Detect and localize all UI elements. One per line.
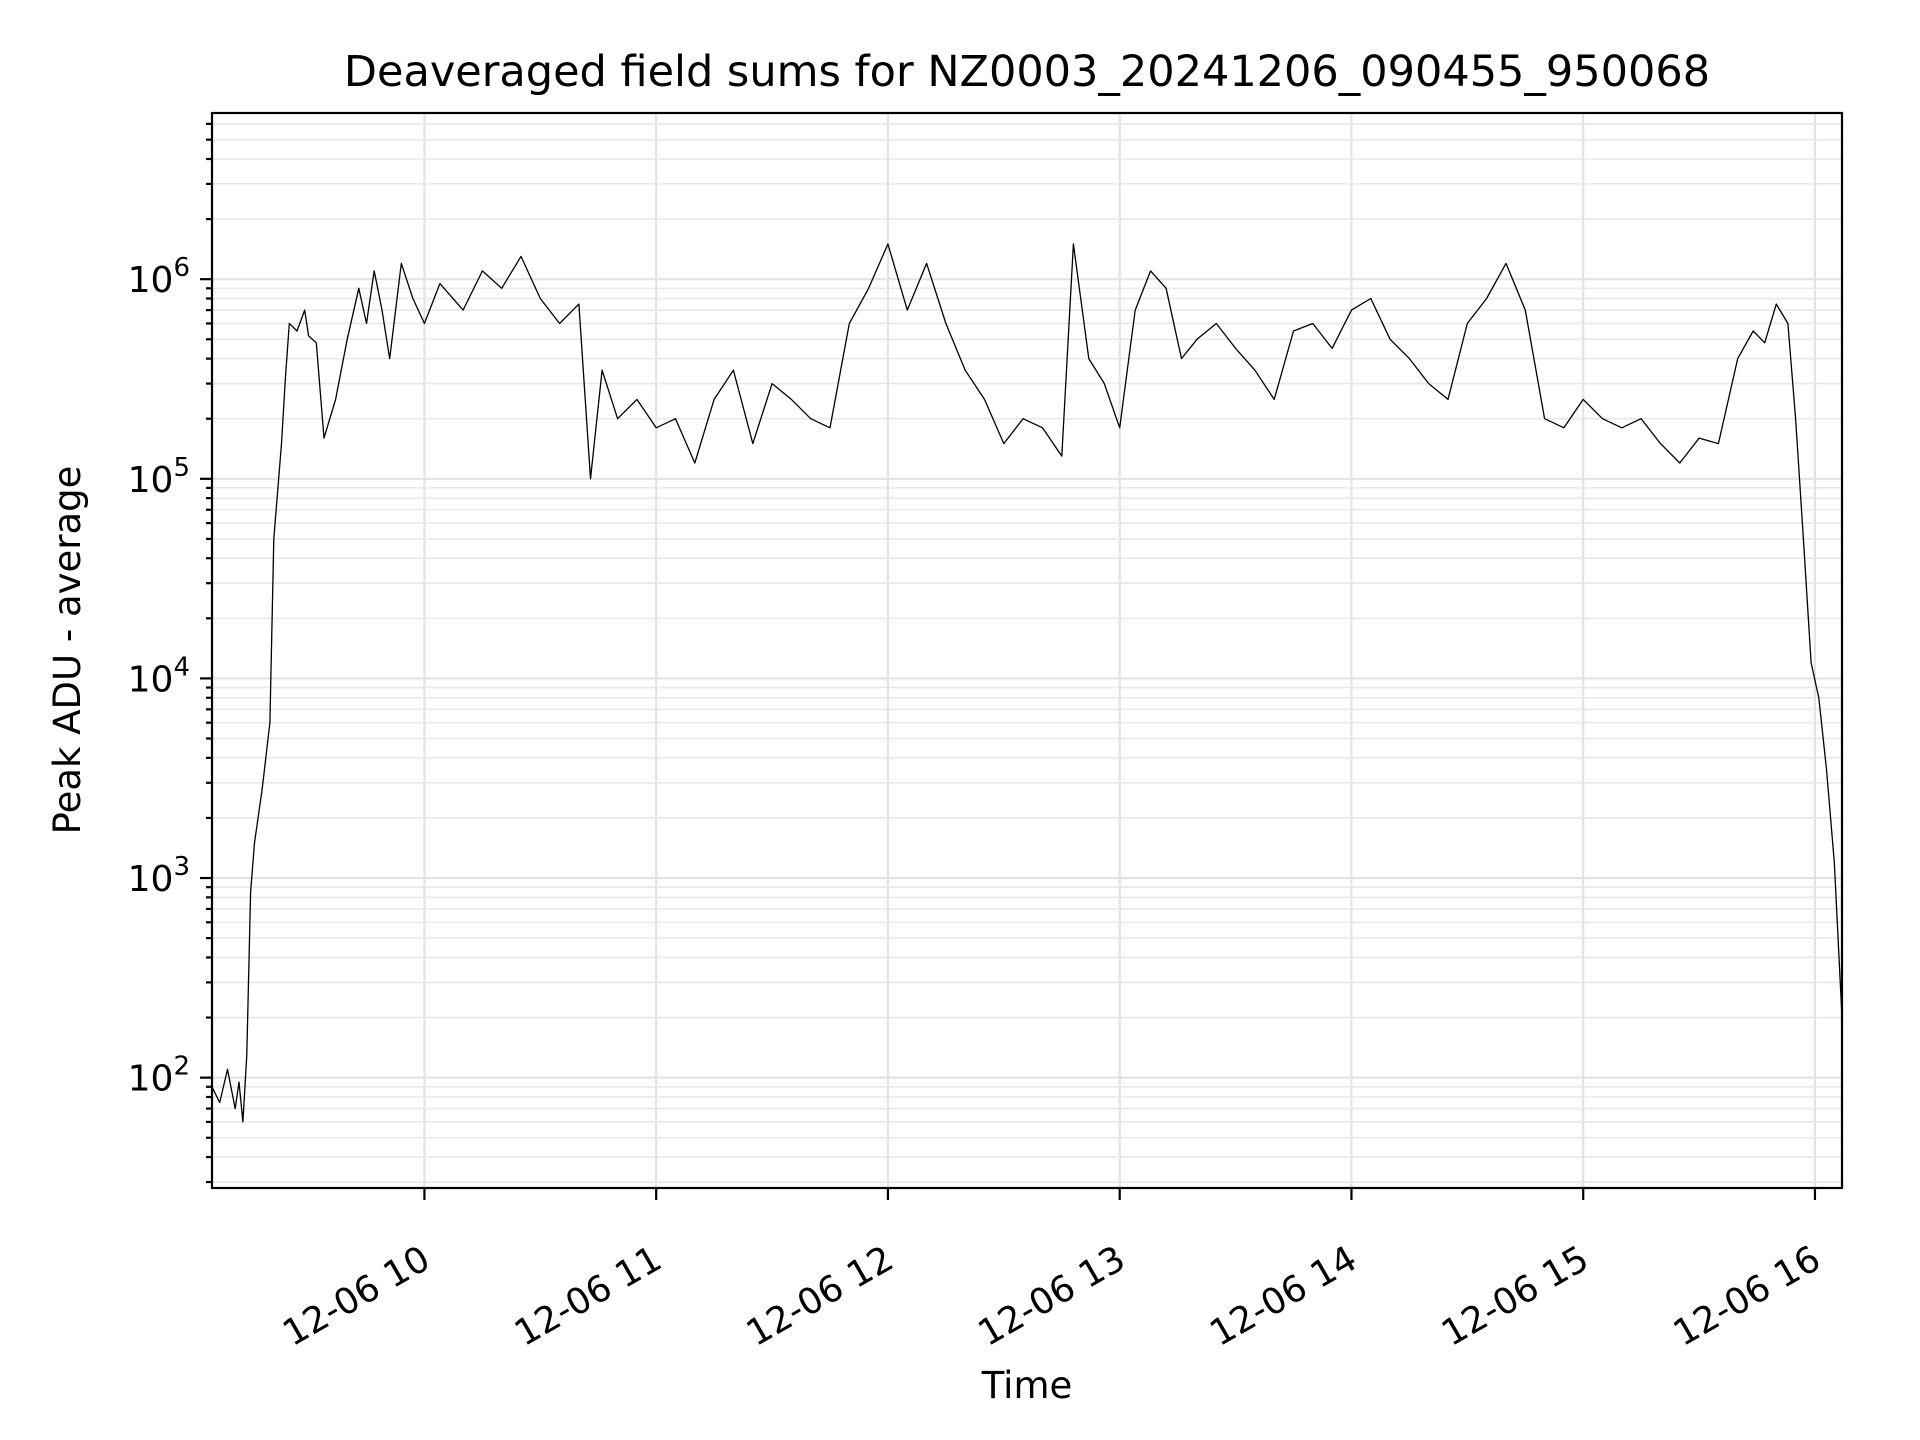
grid-layer [212, 113, 1842, 1188]
x-axis-label: Time [981, 1364, 1073, 1407]
y-tick-label: 104 [128, 652, 190, 700]
x-tick-label: 12-06 16 [1667, 1238, 1828, 1354]
y-tick-label: 106 [128, 253, 190, 301]
x-tick-label: 12-06 11 [508, 1238, 669, 1354]
y-tick-label: 102 [128, 1052, 190, 1100]
plot-frame [210, 111, 1844, 1190]
y-axis-label: Peak ADU - average [46, 466, 89, 835]
x-tick-label: 12-06 12 [740, 1238, 901, 1354]
chart-title: Deaveraged field sums for NZ0003_2024120… [344, 47, 1710, 97]
x-tick-label: 12-06 15 [1435, 1238, 1596, 1354]
y-tick-label: 105 [128, 453, 190, 501]
series-layer [211, 243, 1843, 1123]
x-tick-label: 12-06 13 [972, 1238, 1133, 1354]
x-tick-label: 12-06 14 [1203, 1238, 1364, 1354]
series-line [211, 243, 1843, 1123]
y-tick-label: 103 [128, 852, 190, 900]
x-tick-label: 12-06 10 [276, 1238, 437, 1354]
